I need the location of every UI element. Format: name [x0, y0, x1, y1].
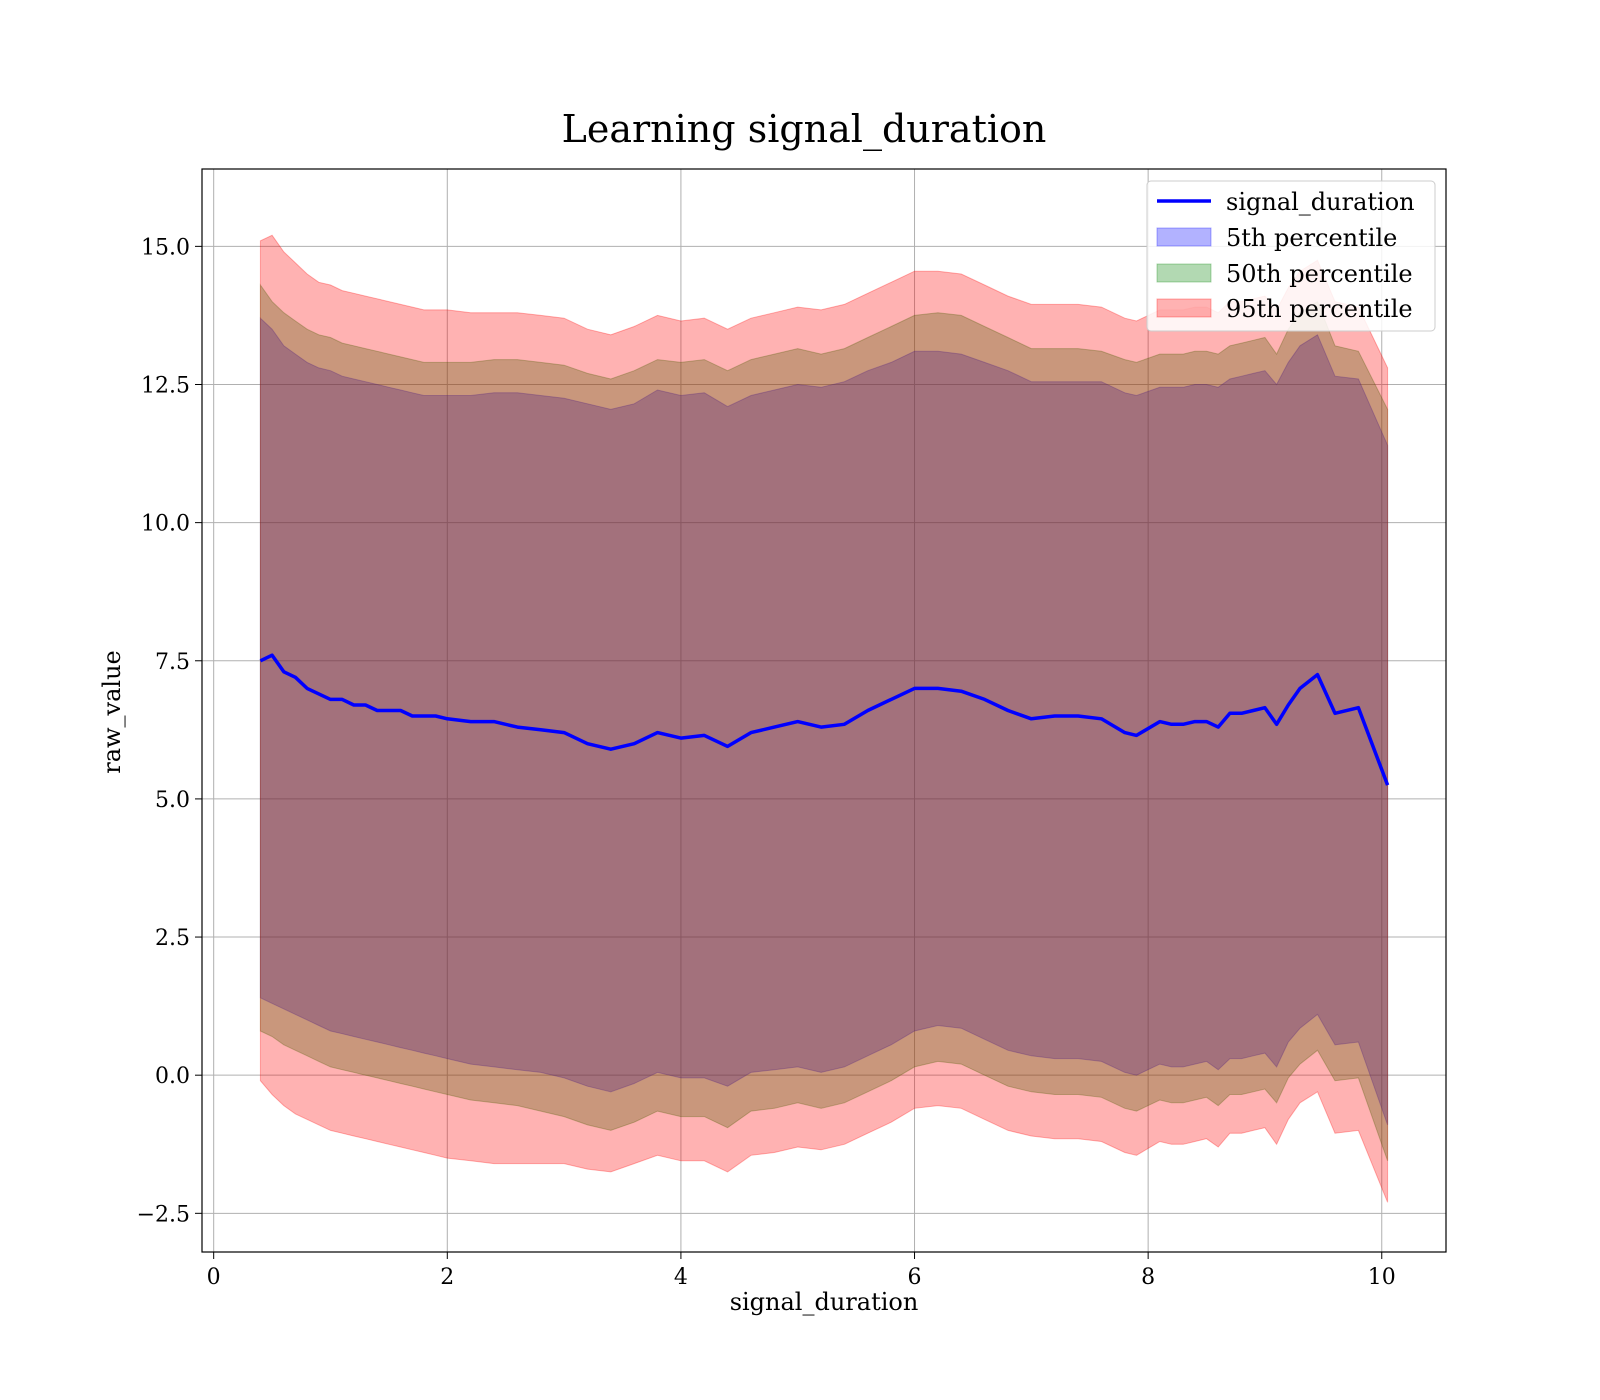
legend-label-95th: 95th percentile [1226, 295, 1413, 323]
x-axis-label: signal_duration [730, 1288, 919, 1316]
legend-label-5th: 5th percentile [1226, 224, 1397, 252]
x-tick-label: 0 [207, 1265, 221, 1290]
x-tick-label: 4 [674, 1265, 688, 1290]
grid [202, 169, 1446, 1252]
plot-background [202, 169, 1446, 1252]
y-tick-label: 12.5 [141, 373, 190, 398]
plot-frame [201, 168, 1447, 1253]
y-tick-label: −2.5 [137, 1202, 190, 1227]
x-tick-label: 8 [1141, 1265, 1155, 1290]
legend-swatch-50th [1156, 263, 1212, 283]
legend-label-signal-duration: signal_duration [1226, 188, 1415, 216]
series-line-signal-duration [259, 653, 1390, 786]
series-lines [259, 653, 1390, 786]
x-tick-label: 2 [440, 1265, 454, 1290]
band-5th-percentile [259, 317, 1389, 1126]
legend-swatch-95th [1156, 298, 1212, 318]
percentile-bands [259, 234, 1389, 1203]
y-tick-label: 7.5 [155, 650, 190, 675]
y-axis-label: raw_value [98, 650, 126, 774]
x-axis-ticks: 0 2 4 6 8 10 [207, 1252, 1396, 1290]
plot-area: 0 2 4 6 8 10 −2.5 0.0 2.5 5.0 7.5 10.0 12.5 15.0 [137, 168, 1447, 1290]
legend-box [1146, 180, 1436, 332]
legend-label-50th: 50th percentile [1226, 260, 1413, 288]
y-tick-label: 10.0 [141, 512, 190, 537]
y-tick-label: 15.0 [141, 235, 190, 260]
chart-title: Learning signal_duration [562, 107, 1047, 152]
y-tick-label: 0.0 [155, 1064, 190, 1089]
legend-swatch-5th [1156, 227, 1212, 247]
band-95th-percentile [259, 234, 1389, 1203]
band-50th-percentile [259, 283, 1389, 1161]
x-tick-label: 10 [1368, 1265, 1396, 1290]
y-tick-label: 5.0 [155, 788, 190, 813]
y-axis-ticks: −2.5 0.0 2.5 5.0 7.5 10.0 12.5 15.0 [137, 235, 202, 1227]
y-tick-label: 2.5 [155, 926, 190, 951]
legend: signal_duration 5th percentile 50th perc… [1146, 180, 1436, 332]
x-tick-label: 6 [908, 1265, 922, 1290]
